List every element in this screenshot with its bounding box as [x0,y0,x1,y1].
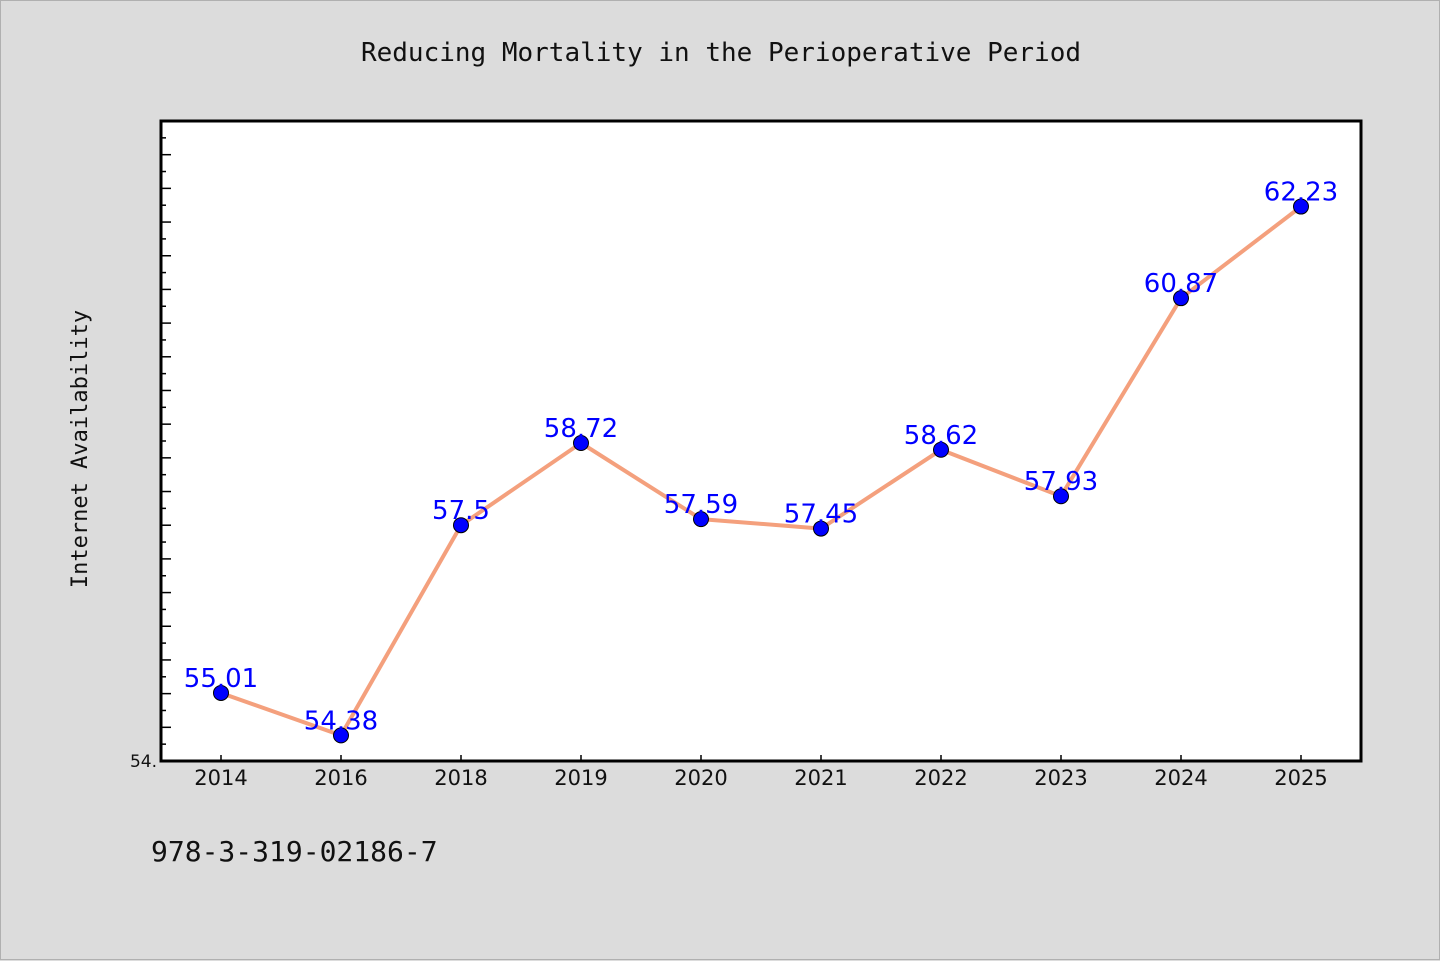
x-tick-label: 2020 [674,766,727,790]
x-axis-ticks: 2014 2016 2018 2019 2020 2021 2022 2023 2024 2025 [194,755,1328,790]
data-point [453,517,469,534]
data-label: 57.93 [1024,467,1098,497]
chart-title: Reducing Mortality in the Perioperative … [361,38,1081,68]
plot-area [159,119,1363,763]
x-tick-label: 2019 [554,766,607,790]
x-tick-label: 2024 [1154,766,1207,790]
y-axis-label: Internet Availability [68,310,93,588]
data-point [693,511,709,528]
data-label: 62.23 [1264,178,1338,208]
x-tick-label: 2016 [314,766,367,790]
data-point [813,520,829,537]
data-label: 55.01 [184,664,258,694]
data-label: 60.87 [1144,269,1218,299]
data-point [1053,488,1069,505]
x-tick-label: 2025 [1274,766,1327,790]
data-label: 58.72 [544,414,618,444]
series-line [220,205,1303,738]
data-point [213,684,229,701]
y-axis-ticks: 54. [130,137,171,772]
data-point [933,441,949,458]
data-label: 57.45 [784,500,858,530]
data-label: 58.62 [904,421,978,451]
data-point [573,435,589,452]
x-tick-label: 2023 [1034,766,1087,790]
data-point [333,727,349,744]
x-tick-label: 2018 [434,766,487,790]
data-series [213,198,1309,744]
data-label: 54.38 [304,706,378,736]
data-point [1293,198,1309,215]
data-label: 57.59 [664,490,738,520]
x-tick-label: 2014 [194,766,247,790]
data-point [1173,290,1189,307]
x-tick-label: 2022 [914,766,967,790]
x-tick-label: 2021 [794,766,847,790]
y-tick-label: 54. [130,752,157,772]
isbn-code: 978-3-319-02186-7 [151,835,438,868]
data-labels: 55.01 54.38 57.5 58.72 57.59 57.45 58.62 57.93 6… [184,178,1338,737]
data-label: 57.5 [432,496,490,526]
